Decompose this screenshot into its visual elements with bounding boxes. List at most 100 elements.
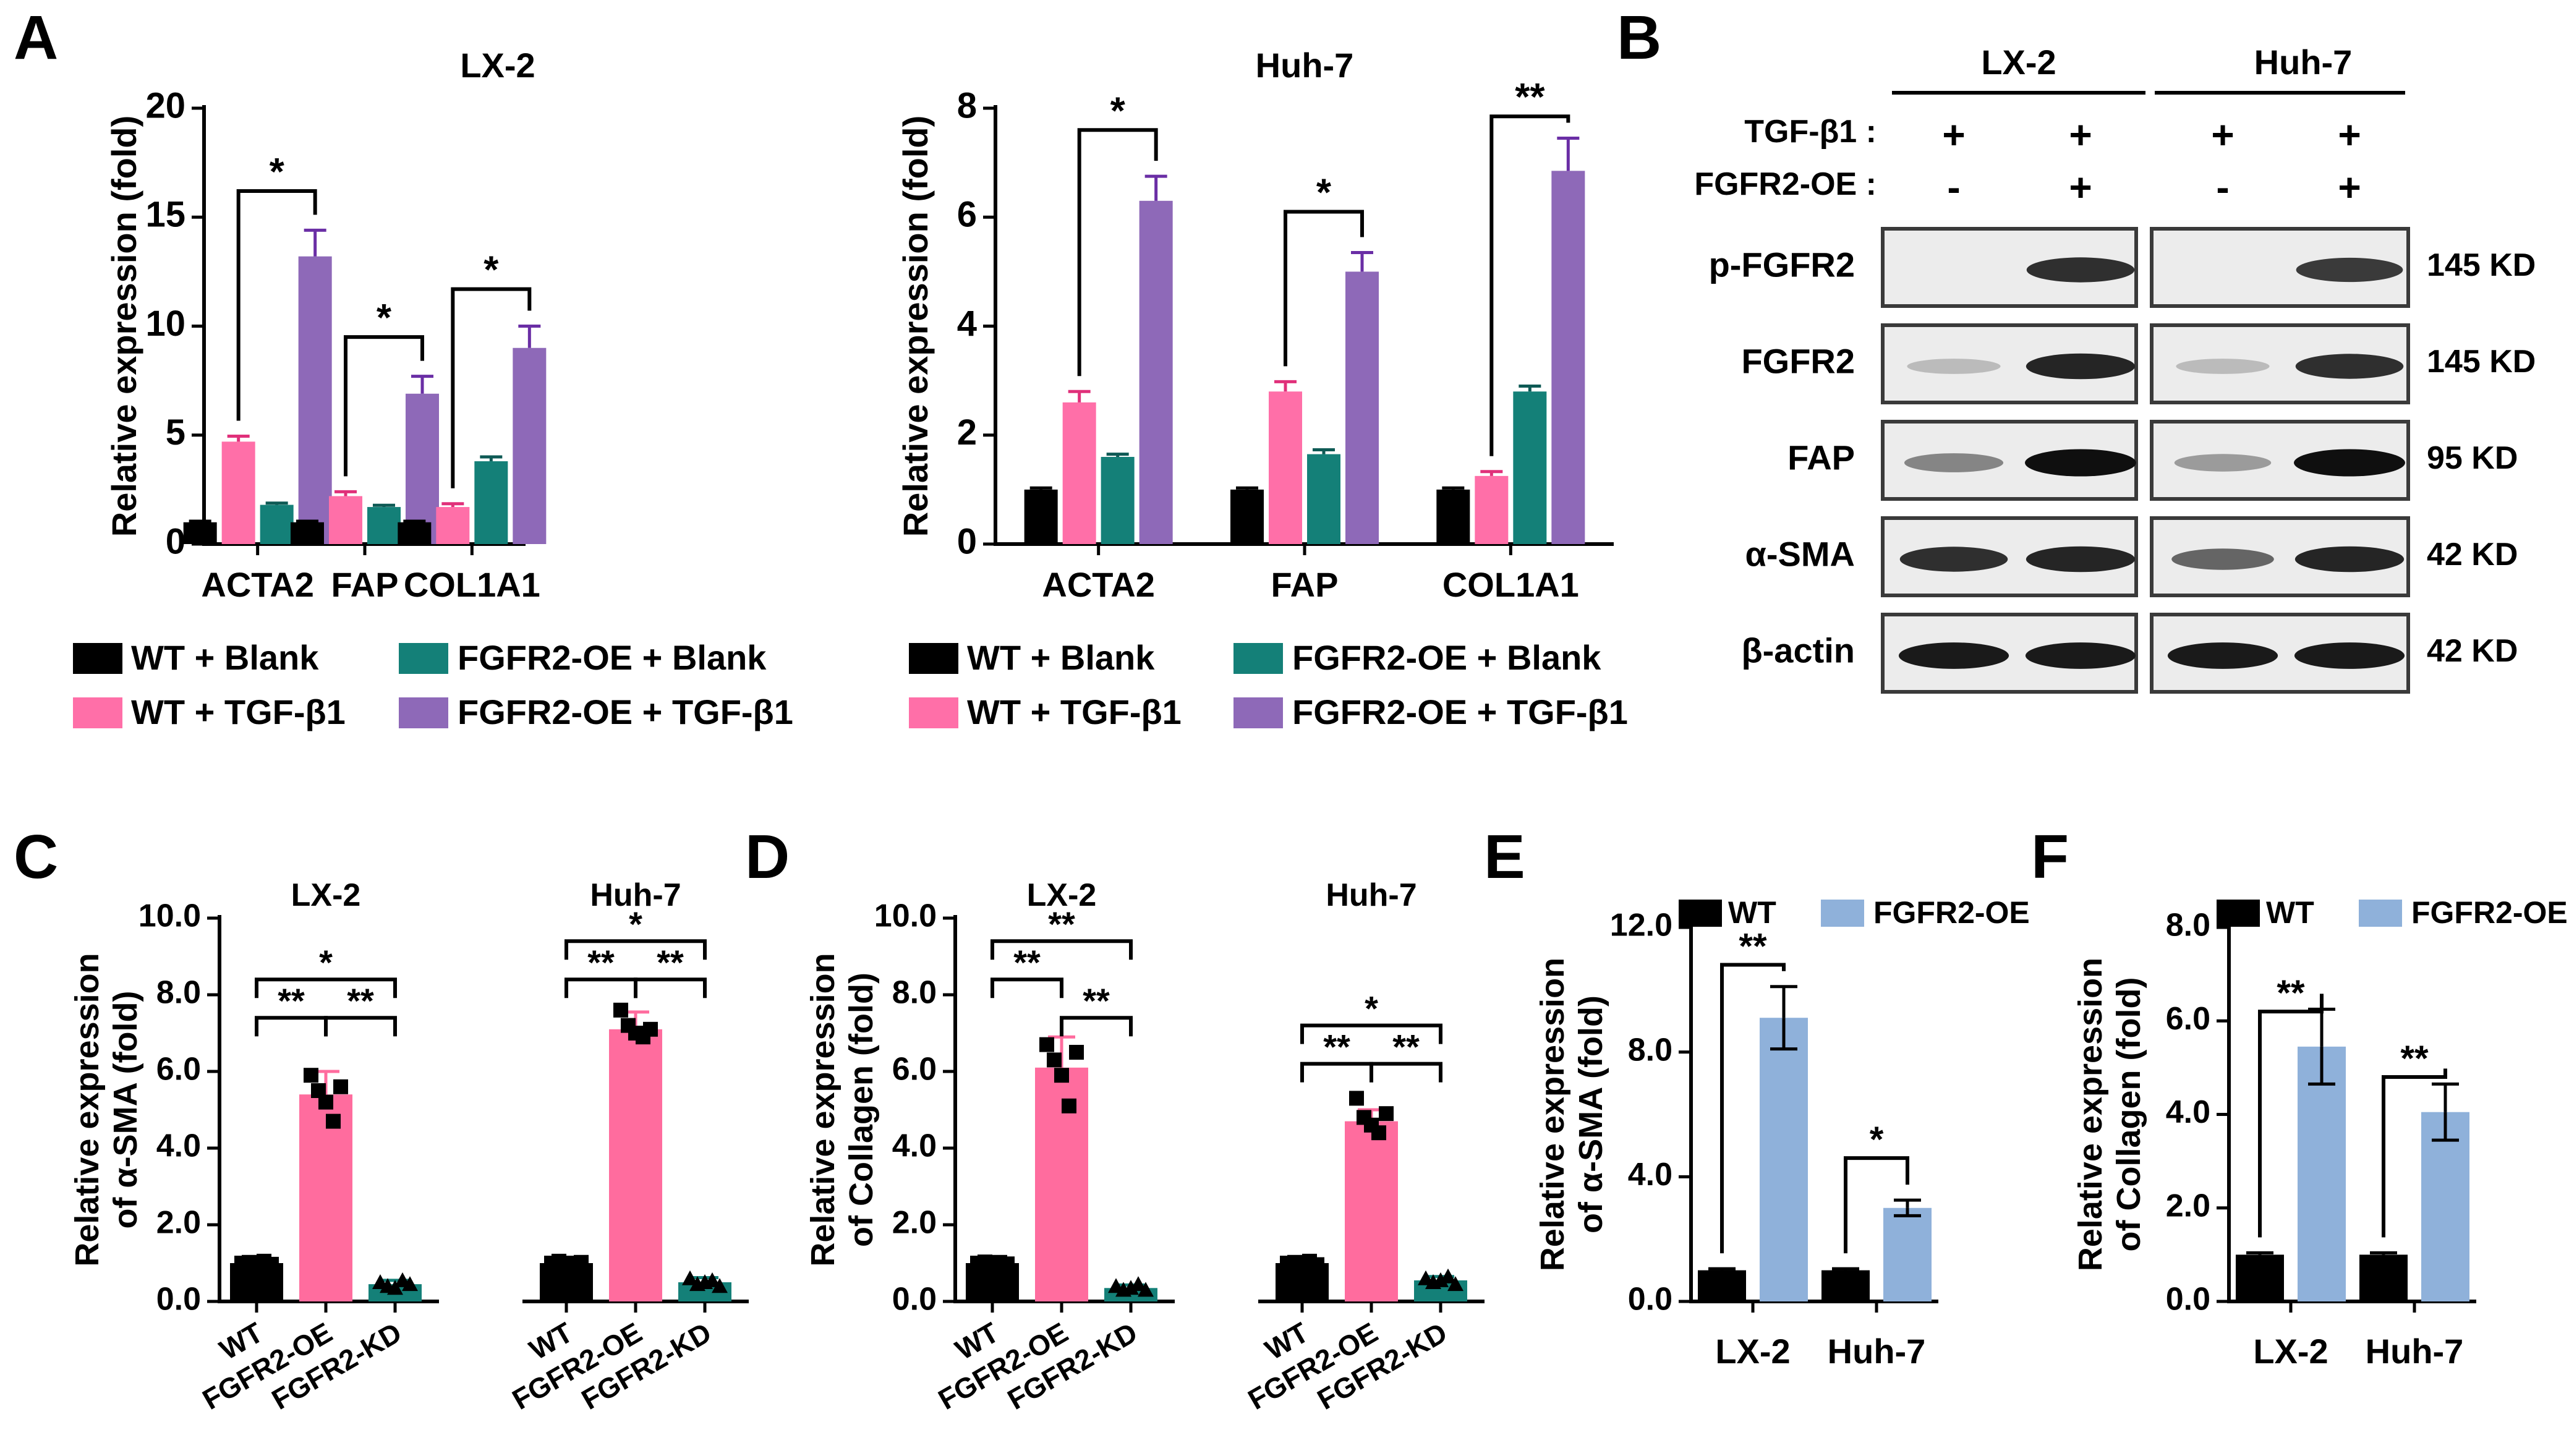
blot-band [2296,257,2403,283]
significance-bracket [564,977,637,998]
significance-label: * [1365,989,1378,1028]
bar [1101,457,1135,544]
significance-bracket [991,977,1063,998]
blot-size-label: 95 KD [2427,440,2518,476]
blot-band [2167,642,2278,669]
panel-label-d: D [745,822,790,892]
blot-row-label: FAP [1787,438,1855,477]
bar [2236,1254,2284,1301]
significance-label: ** [278,981,305,1020]
significance-label: ** [1739,927,1767,967]
blot-band [1904,453,2004,472]
legend-swatch-oe-blank [399,643,448,674]
legend-label: WT [2266,895,2314,930]
legend-swatch [1821,900,1864,927]
data-point [613,1002,628,1018]
chart-c: 0.0 2.0 4.0 6.0 8.0 10.0 Relative expression of… [69,877,749,1416]
legend-label: FGFR2-OE [2411,895,2568,930]
y-axis-label: of α-SMA (fold) [107,990,144,1228]
blot-header-lx2: LX-2 [1981,43,2056,82]
treatment-label-fgfr2-oe: FGFR2-OE : [1694,166,1877,202]
data-point [387,1280,403,1295]
y-tick-label: 4.0 [2166,1094,2210,1130]
significance-bracket [634,977,707,998]
significance-bracket [1300,1023,1442,1044]
blot-row-label: p-FGFR2 [1709,245,1855,284]
significance-label: ** [1083,981,1110,1020]
significance-bracket [255,1016,328,1037]
blot-band [2176,359,2270,374]
significance-label: ** [1323,1028,1350,1066]
blot-row-label: FGFR2 [1741,341,1855,380]
bar [1024,489,1058,544]
sign-tgf-4: + [2338,113,2361,157]
blot-size-label: 145 KD [2427,344,2536,380]
legend-a-huh7: WT + Blank FGFR2-OE + Blank WT + TGF-β1 … [909,638,1628,731]
sign-tgf-2: + [2069,113,2092,157]
y-tick-label: 6.0 [156,1052,201,1088]
bar [406,393,439,544]
bar [291,522,324,544]
blot-band [2171,548,2274,570]
data-point [1047,1052,1062,1068]
significance-bracket [564,939,707,960]
blot-band [2174,454,2272,472]
bar [1551,171,1585,544]
significance-label: ** [1392,1028,1420,1066]
chart-title: Huh-7 [1256,46,1354,85]
y-tick-label: 6 [957,195,977,235]
blot-band [2294,449,2405,477]
significance-label: * [270,151,285,194]
significance-label: ** [1048,905,1075,943]
data-point [1062,1098,1076,1113]
data-point [333,1079,348,1094]
y-tick-label: 4 [957,304,977,344]
significance-bracket [255,977,397,998]
group-title: LX-2 [1027,877,1097,913]
data-point [1130,1276,1146,1292]
bar [474,461,508,544]
panel-label-a: A [14,3,58,72]
bar [1139,200,1173,544]
y-tick-label: 12.0 [1610,908,1672,943]
blot-band [2025,449,2136,477]
blot-band [2026,257,2135,283]
significance-label: ** [2277,973,2305,1013]
y-tick-label: 15 [145,195,185,235]
significance-label: * [1110,90,1126,132]
blot-band [1899,547,2008,572]
legend-label-oe-blank: FGFR2-OE + Blank [458,638,767,677]
panel-label-b: B [1617,3,1661,72]
x-tick-label: COL1A1 [1442,565,1579,604]
data-point [318,1094,333,1110]
legend-label-oe-tgf: FGFR2-OE + TGF-β1 [1292,692,1628,731]
y-tick-label: 2.0 [2166,1188,2210,1224]
significance-bracket [1060,1016,1133,1037]
y-axis-label: Relative expression (fold) [104,116,143,537]
data-point [1039,1037,1054,1052]
significance-bracket [324,1016,397,1037]
y-axis-label: Relative expression (fold) [896,116,935,537]
y-tick-label: 0 [166,521,185,561]
sign-tgf-3: + [2211,113,2234,157]
y-tick-label: 0.0 [2166,1282,2210,1318]
data-point [326,1113,341,1129]
y-axis-label: Relative expression [1534,958,1571,1271]
significance-bracket [2382,1068,2447,1238]
y-tick-label: 2.0 [156,1205,201,1241]
bar [298,256,332,544]
legend-swatch [2217,900,2260,927]
bar [1345,271,1379,544]
panel-label-f: F [2031,822,2069,892]
group-title: Huh-7 [590,877,681,913]
bar [1436,489,1470,544]
x-tick-label: COL1A1 [404,565,540,604]
significance-label: ** [347,981,374,1020]
y-tick-label: 10.0 [138,898,201,934]
data-point [1371,1125,1386,1141]
bar [299,1094,352,1301]
y-tick-label: 8.0 [892,975,937,1011]
blot-band [1898,642,2009,669]
data-point [643,1021,658,1037]
bar [2421,1112,2469,1301]
